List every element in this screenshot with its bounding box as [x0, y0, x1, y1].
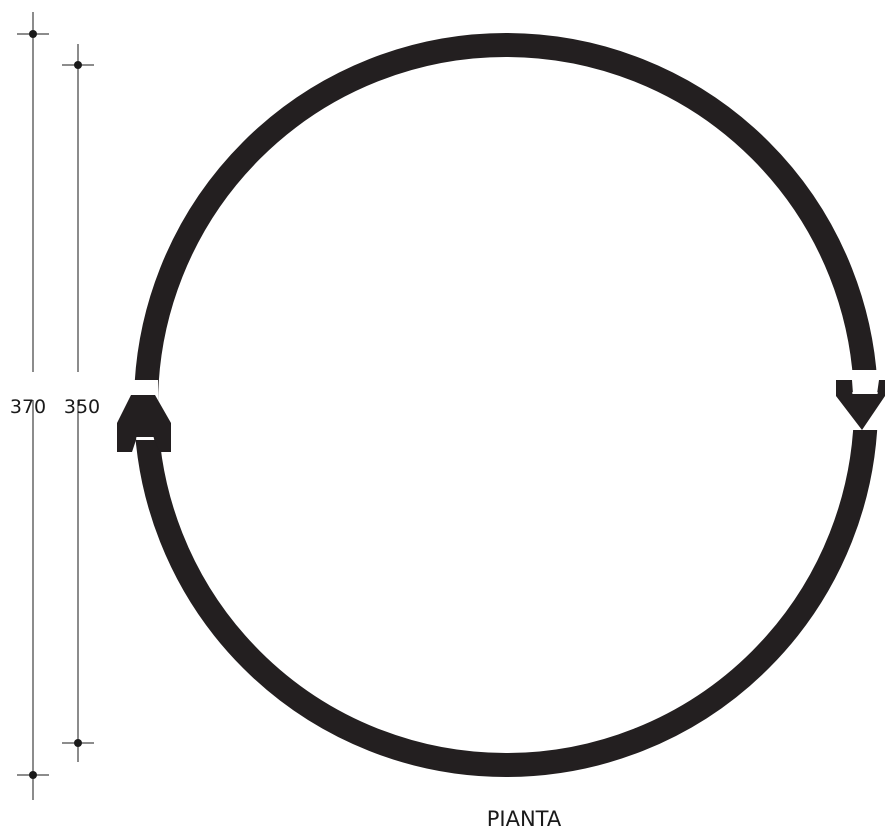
- ring: [134, 33, 878, 777]
- inner-dimension-label: 350: [64, 396, 100, 418]
- outer-dimension-top-marker: [29, 30, 37, 38]
- inner-dimension-bottom-marker: [74, 739, 82, 747]
- drawing-title: PIANTA: [487, 807, 562, 830]
- inner-dimension-top-marker: [74, 61, 82, 69]
- right-connector: [836, 370, 885, 430]
- outer-dimension-label: 370: [10, 396, 46, 418]
- left-connector: [117, 380, 171, 452]
- outer-dimension-bottom-marker: [29, 771, 37, 779]
